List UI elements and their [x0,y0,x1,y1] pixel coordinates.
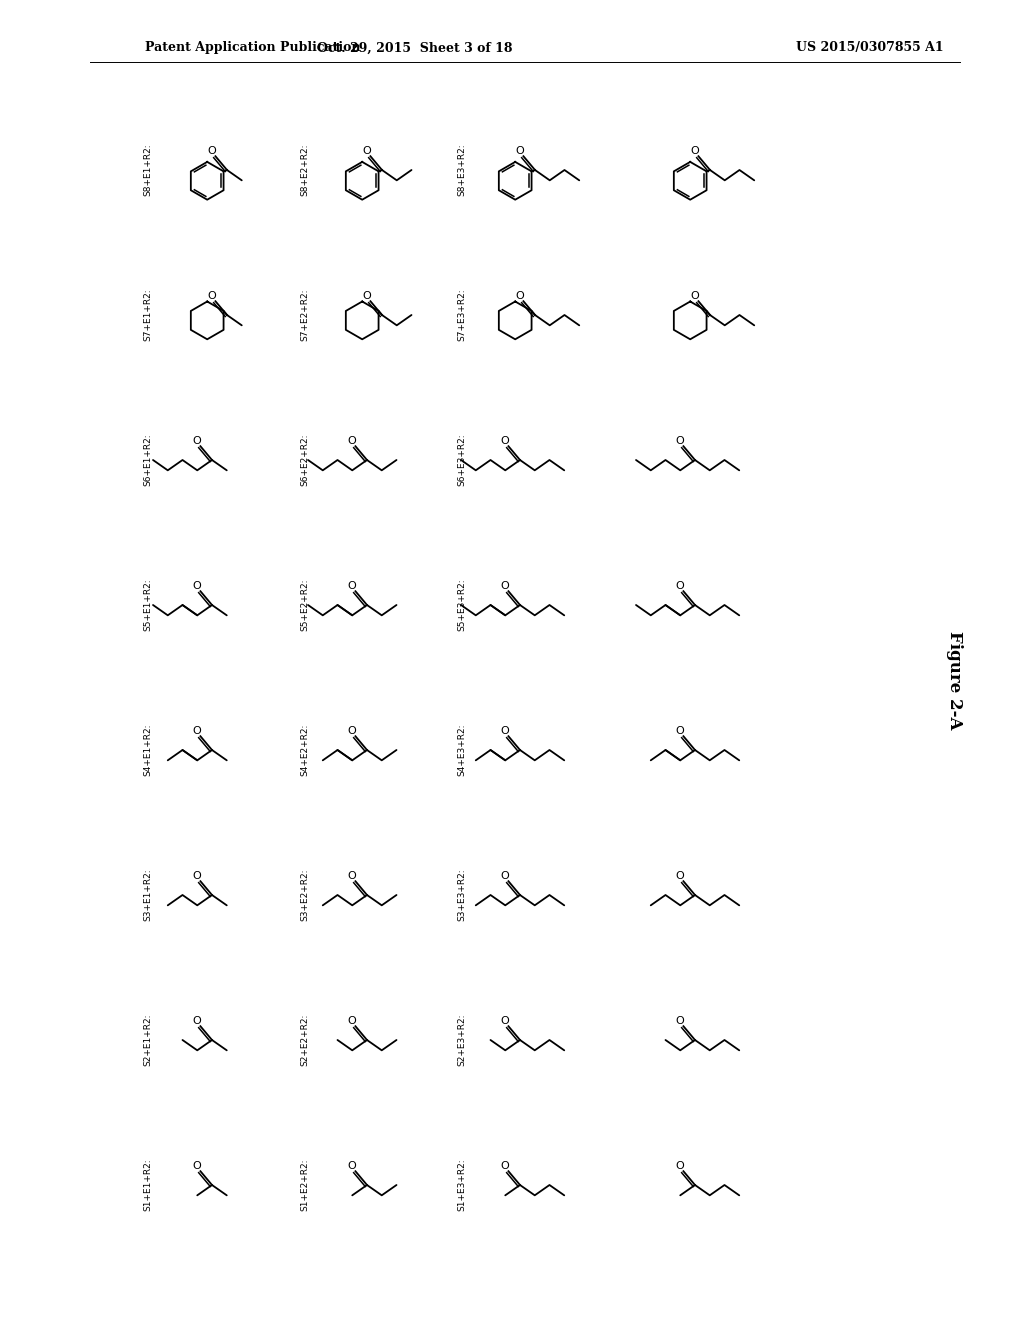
Text: S1+E1+R2:: S1+E1+R2: [143,1159,153,1212]
Text: S3+E3+R2:: S3+E3+R2: [458,869,467,921]
Text: O: O [690,292,699,301]
Text: O: O [362,147,372,156]
Text: O: O [501,726,509,737]
Text: O: O [193,1162,202,1171]
Text: O: O [676,581,684,591]
Text: O: O [193,581,202,591]
Text: S6+E2+R2:: S6+E2+R2: [300,434,309,486]
Text: O: O [676,1162,684,1171]
Text: S7+E2+R2:: S7+E2+R2: [300,289,309,342]
Text: S6+E3+R2:: S6+E3+R2: [458,434,467,486]
Text: S2+E3+R2:: S2+E3+R2: [458,1014,467,1067]
Text: S8+E3+R2:: S8+E3+R2: [458,144,467,197]
Text: O: O [347,871,356,882]
Text: S3+E1+R2:: S3+E1+R2: [143,869,153,921]
Text: O: O [193,1016,202,1026]
Text: O: O [501,1016,509,1026]
Text: O: O [676,726,684,737]
Text: S2+E2+R2:: S2+E2+R2: [300,1014,309,1067]
Text: S2+E1+R2:: S2+E1+R2: [143,1014,153,1067]
Text: S6+E1+R2:: S6+E1+R2: [143,434,153,486]
Text: O: O [193,871,202,882]
Text: O: O [208,292,216,301]
Text: O: O [676,436,684,446]
Text: US 2015/0307855 A1: US 2015/0307855 A1 [797,41,944,54]
Text: O: O [515,292,524,301]
Text: O: O [347,436,356,446]
Text: O: O [676,871,684,882]
Text: O: O [347,1162,356,1171]
Text: S1+E2+R2:: S1+E2+R2: [300,1159,309,1212]
Text: Oct. 29, 2015  Sheet 3 of 18: Oct. 29, 2015 Sheet 3 of 18 [317,41,513,54]
Text: S5+E1+R2:: S5+E1+R2: [143,578,153,631]
Text: O: O [347,726,356,737]
Text: S8+E2+R2:: S8+E2+R2: [300,144,309,197]
Text: S5+E3+R2:: S5+E3+R2: [458,578,467,631]
Text: O: O [193,726,202,737]
Text: S5+E2+R2:: S5+E2+R2: [300,578,309,631]
Text: O: O [501,436,509,446]
Text: S7+E3+R2:: S7+E3+R2: [458,289,467,342]
Text: O: O [690,147,699,156]
Text: S4+E2+R2:: S4+E2+R2: [300,723,309,776]
Text: Patent Application Publication: Patent Application Publication [145,41,360,54]
Text: O: O [676,1016,684,1026]
Text: O: O [347,1016,356,1026]
Text: S1+E3+R2:: S1+E3+R2: [458,1159,467,1212]
Text: S7+E1+R2:: S7+E1+R2: [143,289,153,342]
Text: O: O [193,436,202,446]
Text: S3+E2+R2:: S3+E2+R2: [300,869,309,921]
Text: O: O [347,581,356,591]
Text: O: O [501,581,509,591]
Text: S4+E3+R2:: S4+E3+R2: [458,723,467,776]
Text: S8+E1+R2:: S8+E1+R2: [143,144,153,197]
Text: O: O [501,1162,509,1171]
Text: O: O [208,147,216,156]
Text: S4+E1+R2:: S4+E1+R2: [143,723,153,776]
Text: O: O [362,292,372,301]
Text: O: O [501,871,509,882]
Text: O: O [515,147,524,156]
Text: Figure 2-A: Figure 2-A [946,631,964,729]
